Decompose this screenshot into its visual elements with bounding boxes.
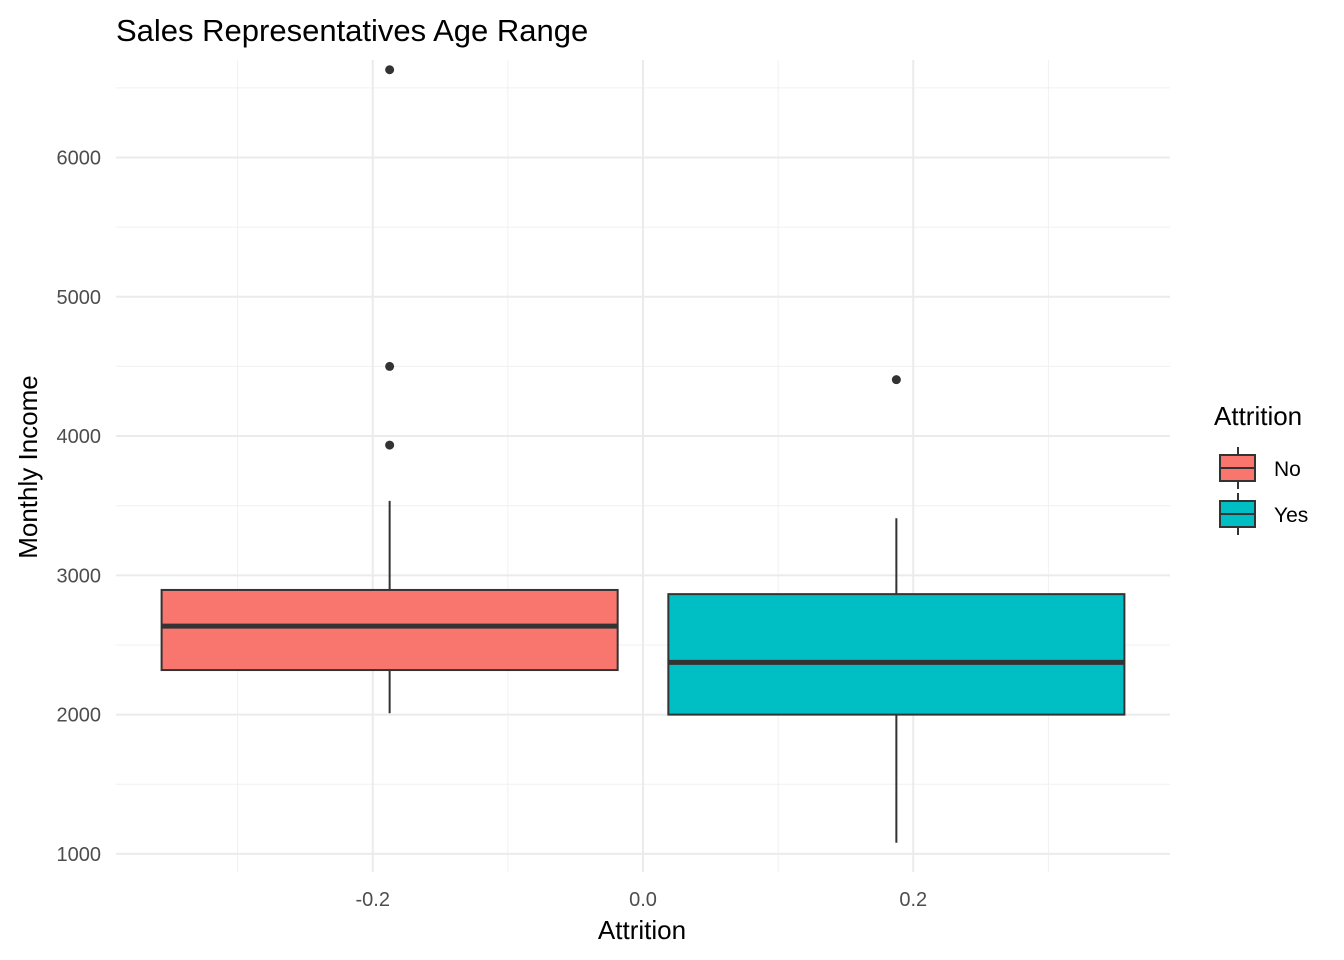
boxes (160, 65, 1126, 843)
grid-major (116, 60, 1170, 872)
box-iqr (667, 593, 1126, 716)
legend-label: No (1274, 458, 1301, 481)
x-axis-title: Attrition (598, 915, 686, 945)
chart-title: Sales Representatives Age Range (116, 13, 588, 48)
x-tick-label: -0.2 (356, 889, 390, 911)
legend-key-no: No (1219, 447, 1301, 489)
y-tick-label: 1000 (57, 844, 102, 866)
outlier-point (385, 361, 395, 371)
y-tick-label: 6000 (57, 147, 102, 169)
box-no (160, 65, 619, 714)
x-axis-ticks: -0.2 0.0 0.2 (356, 889, 928, 911)
legend-title: Attrition (1214, 401, 1302, 431)
box-iqr (160, 588, 619, 672)
y-axis-title: Monthly Income (13, 375, 43, 559)
legend-label: Yes (1274, 504, 1308, 527)
outlier-point (385, 440, 395, 450)
outlier-point (385, 65, 395, 75)
legend-keys: No Yes (1219, 447, 1308, 535)
box-yes (667, 375, 1126, 843)
x-tick-label: 0.0 (629, 889, 657, 911)
legend: Attrition No Yes (1214, 401, 1308, 535)
outlier-point (891, 375, 901, 385)
y-tick-label: 5000 (57, 287, 102, 309)
y-tick-label: 3000 (57, 565, 102, 587)
legend-key-yes: Yes (1219, 493, 1308, 535)
y-axis-ticks: 1000 2000 3000 4000 5000 6000 (57, 147, 102, 865)
x-tick-label: 0.2 (899, 889, 927, 911)
y-tick-label: 4000 (57, 426, 102, 448)
y-tick-label: 2000 (57, 705, 102, 727)
